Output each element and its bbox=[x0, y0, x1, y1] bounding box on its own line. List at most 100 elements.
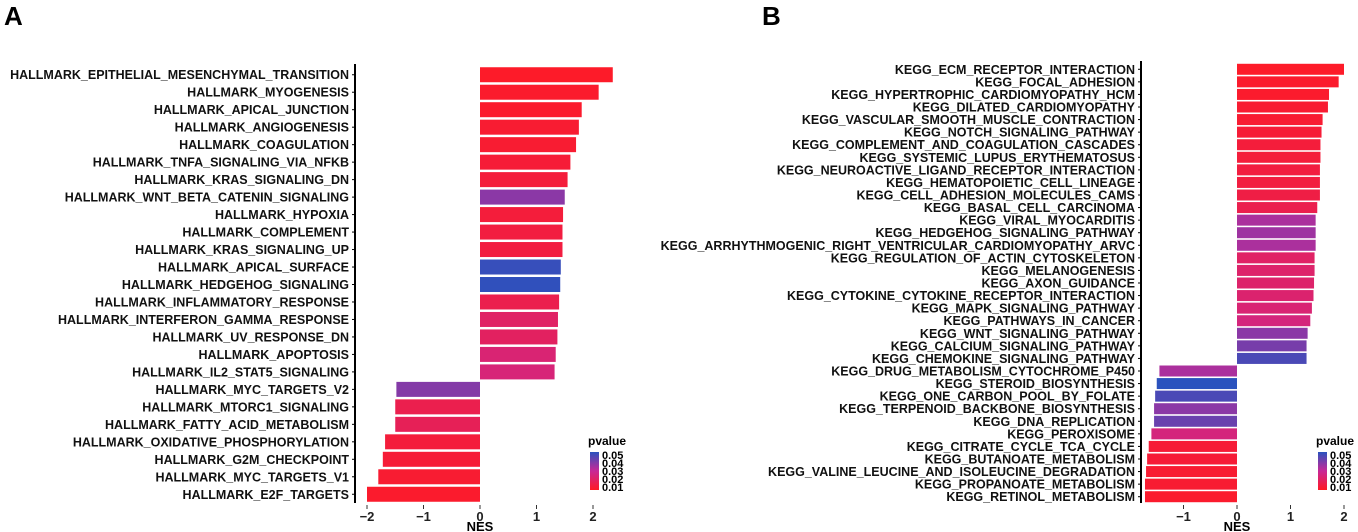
bar-b-11 bbox=[1237, 202, 1318, 214]
category-label: HALLMARK_IL2_STAT5_SIGNALING bbox=[132, 365, 349, 379]
category-label: HALLMARK_EPITHELIAL_MESENCHYMAL_TRANSITI… bbox=[10, 68, 349, 82]
legend-tick-label: 0.03 bbox=[1330, 466, 1351, 478]
bar-b-20 bbox=[1237, 315, 1311, 327]
bar-b-7 bbox=[1237, 151, 1321, 163]
legend-tick-label: 0.04 bbox=[602, 458, 624, 470]
category-label: KEGG_CALCIUM_SIGNALING_PATHWAY bbox=[891, 339, 1136, 353]
category-label: KEGG_CELL_ADHESION_MOLECULES_CAMS bbox=[856, 189, 1135, 203]
category-label: HALLMARK_HYPOXIA bbox=[215, 208, 349, 222]
bar-a-7 bbox=[480, 189, 565, 205]
bar-b-23 bbox=[1237, 352, 1307, 364]
bar-a-1 bbox=[480, 84, 599, 100]
bar-b-31 bbox=[1147, 453, 1237, 465]
bar-b-4 bbox=[1237, 114, 1323, 126]
bar-b-28 bbox=[1154, 415, 1237, 427]
bar-b-9 bbox=[1237, 176, 1320, 188]
category-label: HALLMARK_ANGIOGENESIS bbox=[175, 121, 349, 135]
bar-a-16 bbox=[480, 346, 556, 362]
legend-tick-label: 0.05 bbox=[1330, 450, 1351, 462]
bar-b-27 bbox=[1154, 403, 1237, 415]
bar-a-11 bbox=[480, 259, 561, 275]
bar-a-4 bbox=[480, 137, 577, 153]
category-label: KEGG_VALINE_LEUCINE_AND_ISOLEUCINE_DEGRA… bbox=[768, 465, 1135, 479]
category-label: HALLMARK_UV_RESPONSE_DN bbox=[152, 330, 349, 344]
x-tick-label: 0 bbox=[476, 509, 483, 524]
bar-b-5 bbox=[1237, 126, 1322, 138]
bar-b-8 bbox=[1237, 164, 1320, 176]
category-label: HALLMARK_KRAS_SIGNALING_DN bbox=[134, 173, 349, 187]
bar-a-24 bbox=[367, 486, 480, 502]
category-label: HALLMARK_KRAS_SIGNALING_UP bbox=[135, 243, 349, 257]
category-label: KEGG_NOTCH_SIGNALING_PATHWAY bbox=[904, 126, 1136, 140]
category-label: HALLMARK_INTERFERON_GAMMA_RESPONSE bbox=[58, 313, 349, 327]
category-label: HALLMARK_WNT_BETA_CATENIN_SIGNALING bbox=[65, 191, 349, 205]
bar-a-23 bbox=[378, 469, 480, 485]
category-label: KEGG_HEDGEHOG_SIGNALING_PATHWAY bbox=[875, 226, 1135, 240]
category-label: KEGG_ONE_CARBON_POOL_BY_FOLATE bbox=[880, 390, 1135, 404]
category-label: KEGG_CYTOKINE_CYTOKINE_RECEPTOR_INTERACT… bbox=[787, 289, 1135, 303]
category-label: KEGG_MAPK_SIGNALING_PATHWAY bbox=[912, 302, 1136, 316]
category-label: HALLMARK_FATTY_ACID_METABOLISM bbox=[105, 418, 349, 432]
bar-b-14 bbox=[1237, 239, 1316, 251]
category-label: KEGG_WNT_SIGNALING_PATHWAY bbox=[920, 327, 1136, 341]
bar-a-2 bbox=[480, 102, 582, 118]
category-label: KEGG_ARRHYTHMOGENIC_RIGHT_VENTRICULAR_CA… bbox=[661, 239, 1135, 253]
bar-b-3 bbox=[1237, 101, 1328, 113]
x-tick-label: 2 bbox=[589, 509, 596, 524]
category-label: KEGG_CHEMOKINE_SIGNALING_PATHWAY bbox=[872, 352, 1136, 366]
bar-b-0 bbox=[1237, 63, 1344, 75]
category-label: HALLMARK_MYC_TARGETS_V2 bbox=[155, 383, 349, 397]
x-tick-label: 0 bbox=[1233, 509, 1240, 524]
bar-a-10 bbox=[480, 242, 563, 258]
bar-a-21 bbox=[385, 434, 480, 450]
category-label: KEGG_DILATED_CARDIOMYOPATHY bbox=[913, 101, 1136, 115]
panel-a-letter: A bbox=[4, 1, 23, 31]
category-label: KEGG_FOCAL_ADHESION bbox=[975, 75, 1135, 89]
bar-a-9 bbox=[480, 224, 563, 240]
bar-b-1 bbox=[1237, 76, 1339, 88]
category-label: HALLMARK_E2F_TARGETS bbox=[183, 488, 349, 502]
bar-b-17 bbox=[1237, 277, 1315, 289]
category-label: KEGG_PATHWAYS_IN_CANCER bbox=[944, 314, 1135, 328]
bar-b-10 bbox=[1237, 189, 1320, 201]
category-label: HALLMARK_TNFA_SIGNALING_VIA_NFKB bbox=[93, 156, 349, 170]
bar-b-15 bbox=[1237, 252, 1315, 264]
category-label: KEGG_VIRAL_MYOCARDITIS bbox=[959, 214, 1135, 228]
category-label: KEGG_PEROXISOME bbox=[1007, 427, 1135, 441]
category-label: KEGG_HYPERTROPHIC_CARDIOMYOPATHY_HCM bbox=[831, 88, 1135, 102]
bar-b-18 bbox=[1237, 290, 1314, 302]
category-label: HALLMARK_APICAL_JUNCTION bbox=[154, 103, 349, 117]
category-label: KEGG_TERPENOID_BACKBONE_BIOSYNTHESIS bbox=[839, 402, 1135, 416]
category-label: KEGG_NEUROACTIVE_LIGAND_RECEPTOR_INTERAC… bbox=[777, 163, 1135, 177]
bar-b-32 bbox=[1146, 466, 1237, 478]
bar-a-14 bbox=[480, 311, 558, 327]
category-label: HALLMARK_HEDGEHOG_SIGNALING bbox=[122, 278, 349, 292]
category-label: HALLMARK_G2M_CHECKPOINT bbox=[155, 453, 350, 467]
bar-a-22 bbox=[382, 451, 480, 467]
bar-b-16 bbox=[1237, 264, 1315, 276]
category-label: KEGG_STEROID_BIOSYNTHESIS bbox=[936, 377, 1135, 391]
bar-a-20 bbox=[395, 416, 480, 432]
category-label: KEGG_PROPANOATE_METABOLISM bbox=[915, 478, 1135, 492]
category-label: KEGG_REGULATION_OF_ACTIN_CYTOSKELETON bbox=[831, 251, 1135, 265]
bar-a-8 bbox=[480, 207, 564, 223]
bar-b-25 bbox=[1156, 378, 1237, 390]
bar-b-33 bbox=[1144, 478, 1237, 490]
legend-tick-label: 0.03 bbox=[602, 466, 623, 478]
x-axis-title: NES bbox=[1224, 519, 1251, 532]
panel-b-letter: B bbox=[762, 1, 781, 31]
bar-b-12 bbox=[1237, 214, 1316, 226]
bar-b-34 bbox=[1144, 491, 1237, 503]
category-label: KEGG_HEMATOPOIETIC_CELL_LINEAGE bbox=[886, 176, 1135, 190]
category-label: KEGG_SYSTEMIC_LUPUS_ERYTHEMATOSUS bbox=[859, 151, 1135, 165]
bar-b-24 bbox=[1159, 365, 1237, 377]
bar-a-12 bbox=[480, 277, 561, 292]
category-label: KEGG_AXON_GUIDANCE bbox=[982, 277, 1136, 291]
bar-b-21 bbox=[1237, 327, 1308, 339]
x-tick-label: −1 bbox=[1176, 509, 1191, 524]
category-label: KEGG_MELANOGENESIS bbox=[982, 264, 1136, 278]
category-label: HALLMARK_APOPTOSIS bbox=[199, 348, 349, 362]
bar-a-3 bbox=[480, 119, 579, 135]
category-label: KEGG_BASAL_CELL_CARCINOMA bbox=[924, 201, 1135, 215]
